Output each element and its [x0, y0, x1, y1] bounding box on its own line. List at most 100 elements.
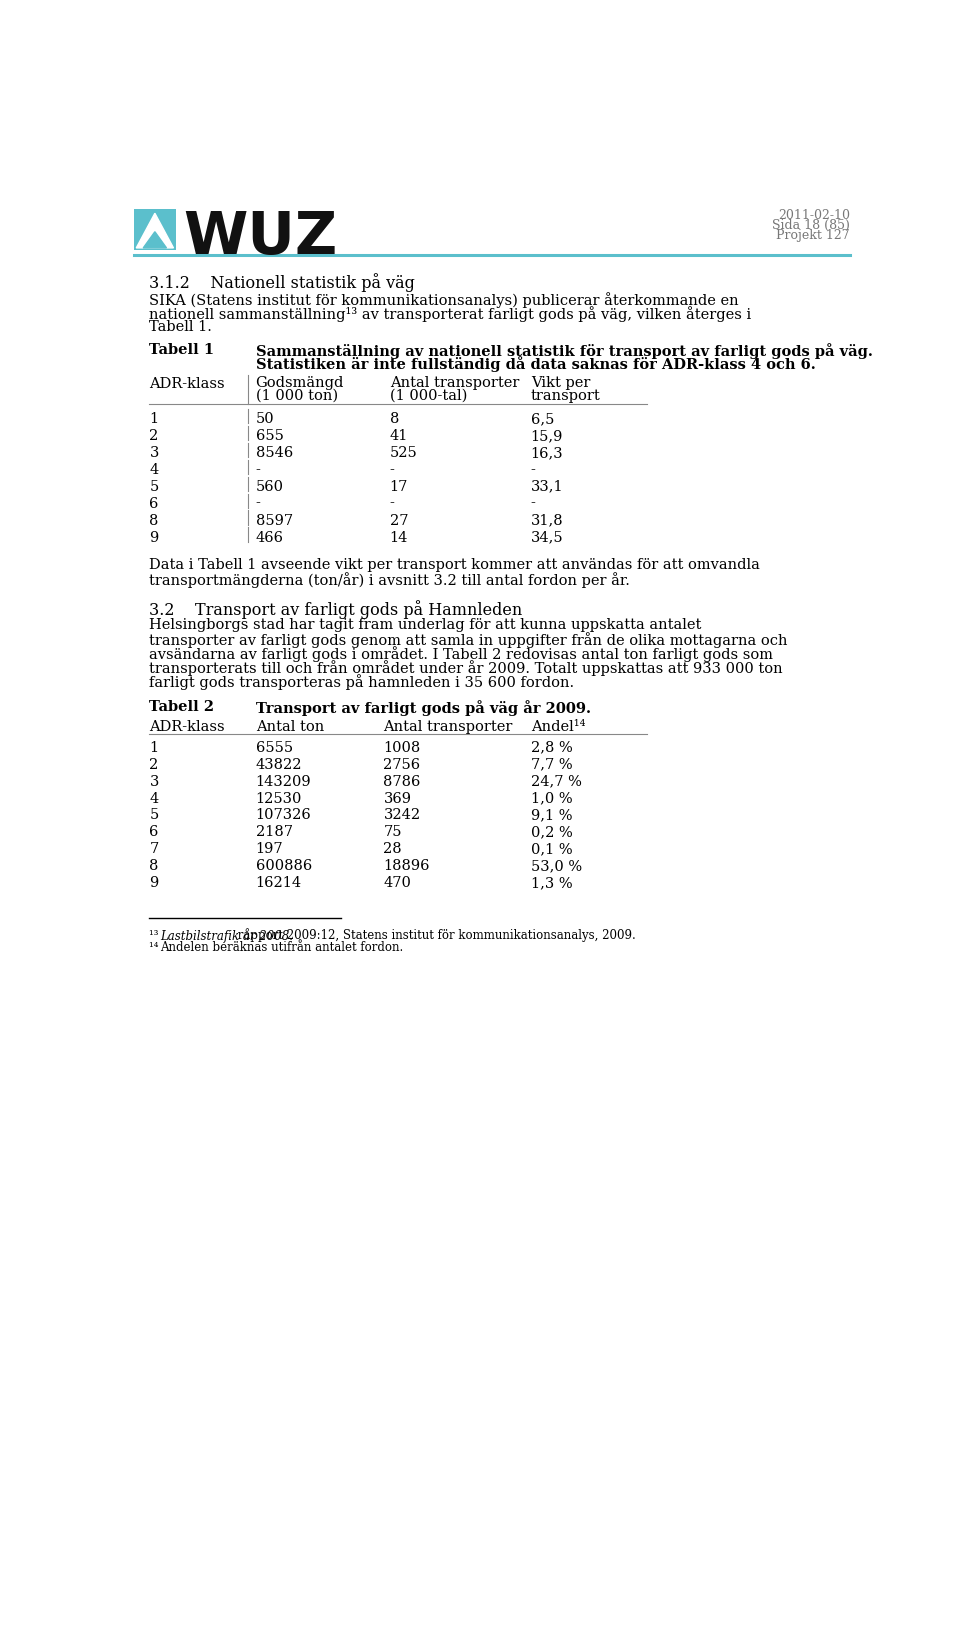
- Text: 4: 4: [150, 792, 158, 805]
- Text: 16214: 16214: [255, 877, 301, 890]
- Text: 655: 655: [255, 429, 283, 443]
- Text: -: -: [255, 463, 260, 476]
- Text: Transport av farligt gods på väg år 2009.: Transport av farligt gods på väg år 2009…: [255, 700, 590, 717]
- Text: Projekt 127: Projekt 127: [777, 229, 850, 242]
- Text: 5: 5: [150, 479, 158, 494]
- Text: ADR-klass: ADR-klass: [150, 720, 225, 735]
- Text: 9: 9: [150, 877, 158, 890]
- Text: 525: 525: [390, 445, 418, 460]
- Text: 2,8 %: 2,8 %: [531, 741, 572, 754]
- Text: Data i Tabell 1 avseende vikt per transport kommer att användas för att omvandla: Data i Tabell 1 avseende vikt per transp…: [150, 558, 760, 573]
- Text: 3: 3: [150, 774, 158, 789]
- Text: 2187: 2187: [255, 826, 293, 839]
- Text: 1,0 %: 1,0 %: [531, 792, 572, 805]
- Text: -: -: [531, 463, 536, 476]
- Text: Godsmängd: Godsmängd: [255, 376, 344, 391]
- Text: 28: 28: [383, 843, 402, 856]
- Text: Statistiken är inte fullständig då data saknas för ADR-klass 4 och 6.: Statistiken är inte fullständig då data …: [255, 355, 815, 371]
- Text: 470: 470: [383, 877, 412, 890]
- Text: 15,9: 15,9: [531, 429, 564, 443]
- Text: (1 000 ton): (1 000 ton): [255, 389, 338, 402]
- Text: ¹³: ¹³: [150, 929, 162, 942]
- Text: 600886: 600886: [255, 859, 312, 874]
- Text: 1008: 1008: [383, 741, 420, 754]
- Text: SIKA (Statens institut för kommunikationsanalys) publicerar återkommande en: SIKA (Statens institut för kommunikation…: [150, 291, 739, 308]
- Text: -: -: [531, 497, 536, 510]
- Text: Antal transporter: Antal transporter: [383, 720, 513, 735]
- Text: 3242: 3242: [383, 808, 420, 823]
- Text: 8: 8: [150, 859, 158, 874]
- Text: 33,1: 33,1: [531, 479, 564, 494]
- Text: 2: 2: [150, 757, 158, 772]
- Text: 41: 41: [390, 429, 408, 443]
- Text: 50: 50: [255, 412, 275, 425]
- Text: 12530: 12530: [255, 792, 302, 805]
- Text: 53,0 %: 53,0 %: [531, 859, 582, 874]
- Text: Antal transporter: Antal transporter: [390, 376, 519, 391]
- Text: 8: 8: [150, 514, 158, 527]
- Text: 6: 6: [150, 826, 158, 839]
- Text: 3: 3: [150, 445, 158, 460]
- Text: transport: transport: [531, 389, 601, 402]
- Text: -: -: [390, 463, 395, 476]
- FancyBboxPatch shape: [134, 209, 176, 250]
- Text: 8546: 8546: [255, 445, 293, 460]
- Text: 197: 197: [255, 843, 283, 856]
- Text: ADR-klass: ADR-klass: [150, 376, 225, 391]
- Text: farligt gods transporteras på hamnleden i 35 600 fordon.: farligt gods transporteras på hamnleden …: [150, 674, 575, 690]
- Text: 0,2 %: 0,2 %: [531, 826, 572, 839]
- Text: 14: 14: [390, 530, 408, 545]
- Text: 6: 6: [150, 497, 158, 510]
- Text: (1 000-tal): (1 000-tal): [390, 389, 468, 402]
- Text: 0,1 %: 0,1 %: [531, 843, 572, 856]
- Text: avsändarna av farligt gods i området. I Tabell 2 redovisas antal ton farligt god: avsändarna av farligt gods i området. I …: [150, 646, 774, 663]
- Text: 43822: 43822: [255, 757, 302, 772]
- Text: Andelen beräknas utifrån antalet fordon.: Andelen beräknas utifrån antalet fordon.: [160, 941, 403, 954]
- Text: Sida 18 (85): Sida 18 (85): [772, 219, 850, 232]
- Text: 4: 4: [150, 463, 158, 476]
- Text: transporter av farligt gods genom att samla in uppgifter från de olika mottagarn: transporter av farligt gods genom att sa…: [150, 631, 788, 648]
- Text: ¹⁴: ¹⁴: [150, 941, 162, 954]
- Text: Andel¹⁴: Andel¹⁴: [531, 720, 586, 735]
- Text: Vikt per: Vikt per: [531, 376, 590, 391]
- Text: 8786: 8786: [383, 774, 420, 789]
- Polygon shape: [136, 213, 174, 249]
- Text: Lastbilstrafik år 2008.: Lastbilstrafik år 2008.: [160, 929, 294, 944]
- Text: 24,7 %: 24,7 %: [531, 774, 582, 789]
- Text: -: -: [390, 497, 395, 510]
- Text: rapport 2009:12, Statens institut för kommunikationsanalys, 2009.: rapport 2009:12, Statens institut för ko…: [234, 929, 636, 942]
- Text: 7: 7: [150, 843, 158, 856]
- Text: 1,3 %: 1,3 %: [531, 877, 572, 890]
- Text: nationell sammanställning¹³ av transporterat farligt gods på väg, vilken återges: nationell sammanställning¹³ av transport…: [150, 306, 752, 322]
- Text: 143209: 143209: [255, 774, 311, 789]
- Text: 466: 466: [255, 530, 283, 545]
- Text: 2: 2: [150, 429, 158, 443]
- Text: 3.2    Transport av farligt gods på Hamnleden: 3.2 Transport av farligt gods på Hamnled…: [150, 600, 522, 618]
- Text: 6555: 6555: [255, 741, 293, 754]
- Text: Tabell 1.: Tabell 1.: [150, 319, 212, 334]
- Text: 31,8: 31,8: [531, 514, 564, 527]
- Text: 27: 27: [390, 514, 408, 527]
- Text: 6,5: 6,5: [531, 412, 554, 425]
- Text: 3.1.2    Nationell statistik på väg: 3.1.2 Nationell statistik på väg: [150, 273, 416, 293]
- Text: 9: 9: [150, 530, 158, 545]
- Text: WUZ: WUZ: [183, 209, 338, 267]
- Text: 7,7 %: 7,7 %: [531, 757, 572, 772]
- Polygon shape: [143, 232, 166, 249]
- Text: 8: 8: [390, 412, 399, 425]
- Text: transporterats till och från området under år 2009. Totalt uppskattas att 933 00: transporterats till och från området und…: [150, 659, 783, 676]
- Text: 2756: 2756: [383, 757, 420, 772]
- Text: transportmängderna (ton/år) i avsnitt 3.2 till antal fordon per år.: transportmängderna (ton/år) i avsnitt 3.…: [150, 573, 631, 587]
- Text: 8597: 8597: [255, 514, 293, 527]
- Text: Antal ton: Antal ton: [255, 720, 324, 735]
- Text: 9,1 %: 9,1 %: [531, 808, 572, 823]
- Text: 17: 17: [390, 479, 408, 494]
- Text: 2011-02-10: 2011-02-10: [778, 209, 850, 221]
- Text: -: -: [255, 497, 260, 510]
- Text: 560: 560: [255, 479, 283, 494]
- Text: 5: 5: [150, 808, 158, 823]
- Text: Tabell 1: Tabell 1: [150, 342, 215, 357]
- Text: Sammanställning av nationell statistik för transport av farligt gods på väg.: Sammanställning av nationell statistik f…: [255, 342, 873, 358]
- Text: 107326: 107326: [255, 808, 311, 823]
- Text: 1: 1: [150, 412, 158, 425]
